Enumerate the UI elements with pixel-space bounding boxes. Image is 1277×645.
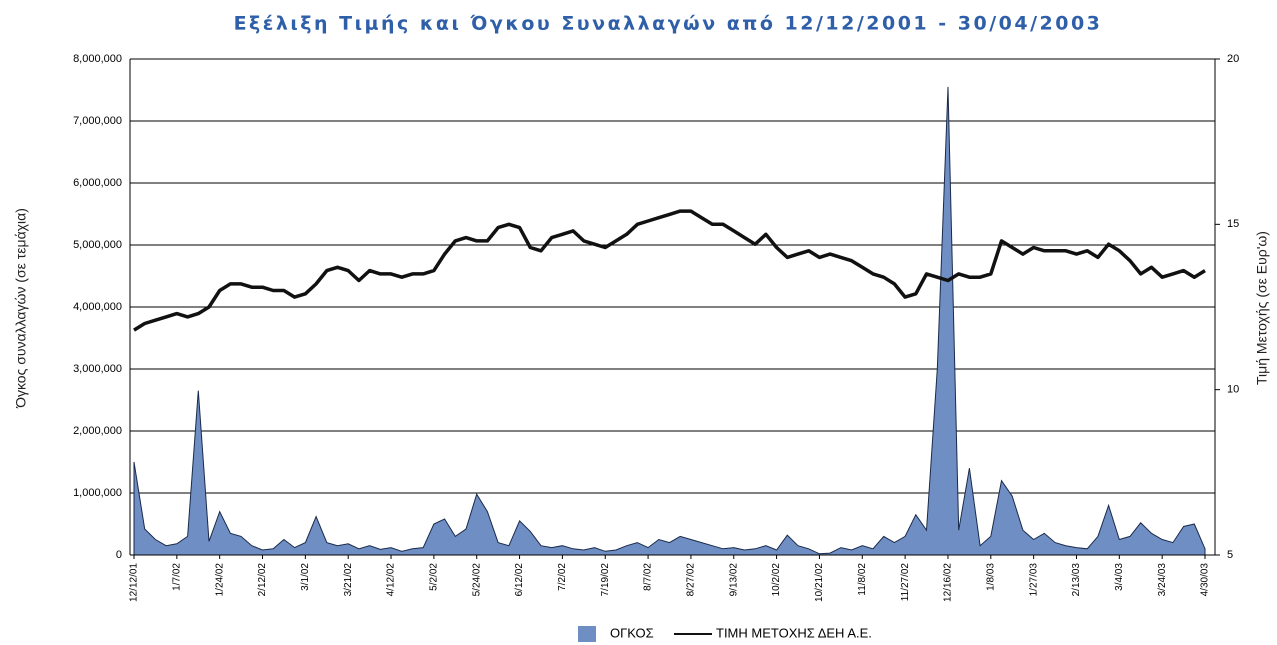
x-tick-label: 3/4/03 — [1114, 563, 1125, 591]
x-tick-label: 4/12/02 — [386, 563, 397, 597]
y-tick-label: 6,000,000 — [73, 177, 122, 189]
x-tick-label: 10/2/02 — [771, 563, 782, 597]
x-tick-label: 12/12/01 — [129, 563, 140, 602]
y-tick-label: 1,000,000 — [73, 487, 122, 499]
y-tick-label: 4,000,000 — [73, 301, 122, 313]
y2-tick-label: 5 — [1227, 549, 1233, 561]
x-tick-label: 8/27/02 — [686, 563, 697, 597]
y-tick-label: 3,000,000 — [73, 363, 122, 375]
x-tick-label: 4/30/03 — [1200, 563, 1211, 597]
x-tick-label: 1/24/02 — [214, 563, 225, 597]
y-tick-label: 5,000,000 — [73, 239, 122, 251]
y-tick-label: 7,000,000 — [73, 115, 122, 127]
x-tick-label: 5/2/02 — [429, 563, 440, 591]
x-tick-label: 5/24/02 — [471, 563, 482, 597]
y-tick-label: 2,000,000 — [73, 425, 122, 437]
legend-label: ΟΓΚΟΣ — [610, 625, 654, 640]
x-tick-label: 7/2/02 — [557, 563, 568, 591]
x-tick-label: 8/7/02 — [643, 563, 654, 591]
x-tick-label: 11/27/02 — [900, 563, 911, 602]
legend-label: ΤΙΜΗ ΜΕΤΟΧΗΣ ΔΕΗ Α.Ε. — [716, 625, 872, 640]
x-tick-label: 6/12/02 — [514, 563, 525, 597]
x-tick-label: 1/7/02 — [171, 563, 182, 591]
x-tick-label: 3/24/03 — [1157, 563, 1168, 597]
x-tick-label: 9/13/02 — [728, 563, 739, 597]
x-tick-label: 3/1/02 — [300, 563, 311, 591]
x-tick-label: 12/16/02 — [943, 563, 954, 602]
x-tick-label: 1/8/03 — [985, 563, 996, 591]
x-tick-label: 3/21/02 — [343, 563, 354, 597]
volume-area — [133, 86, 1206, 556]
x-tick-label: 7/19/02 — [600, 563, 611, 597]
x-tick-label: 10/21/02 — [814, 563, 825, 602]
y2-tick-label: 20 — [1227, 53, 1239, 65]
x-tick-label: 11/8/02 — [857, 563, 868, 596]
y-tick-label: 0 — [116, 549, 122, 561]
y-axis-label: Όγκος συναλλαγών (σε τεμάχια) — [13, 208, 29, 409]
y2-axis-label: Τιμή Μετοχής (σε Ευρ'ω) — [1254, 231, 1270, 385]
price-line — [133, 209, 1206, 332]
chart-title: Εξέλιξη Τιμής και Όγκου Συναλλαγών από 1… — [234, 13, 1103, 35]
y2-tick-label: 15 — [1227, 218, 1239, 230]
legend-swatch — [578, 626, 596, 642]
y2-tick-label: 10 — [1227, 384, 1239, 396]
y-tick-label: 8,000,000 — [73, 53, 122, 65]
x-tick-label: 2/13/03 — [1071, 563, 1082, 597]
x-tick-label: 1/27/03 — [1028, 563, 1039, 597]
x-tick-label: 2/12/02 — [257, 563, 268, 597]
